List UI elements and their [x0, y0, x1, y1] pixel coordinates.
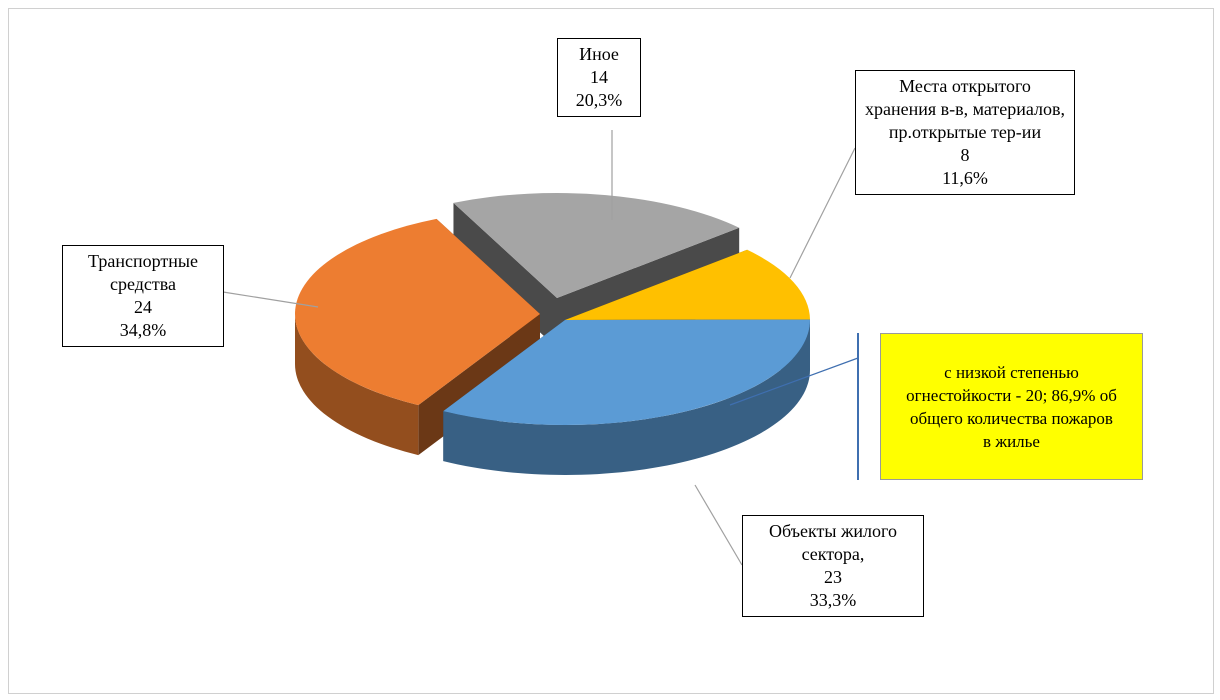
annotation: с низкой степенью огнестойкости - 20; 86…	[880, 333, 1143, 480]
label-value: 24	[134, 297, 152, 317]
slice-wall	[295, 314, 419, 456]
label-value: 14	[590, 67, 608, 87]
slice	[443, 319, 810, 425]
label-name: Транспортные средства	[88, 251, 198, 294]
chart-frame	[8, 8, 1214, 694]
callout-line	[729, 357, 859, 406]
data-label: Иное 14 20,3%	[557, 38, 641, 117]
label-value: 8	[960, 145, 970, 165]
label-percent: 34,8%	[119, 320, 167, 340]
label-percent: 33,3%	[809, 590, 857, 610]
leader-line	[222, 291, 319, 308]
data-label: Места открытого хранения в-в, материалов…	[855, 70, 1075, 195]
leader-line	[694, 484, 743, 566]
label-percent: 20,3%	[575, 90, 623, 110]
slice-wall	[443, 320, 810, 475]
label-name: Иное	[579, 44, 619, 64]
label-value: 23	[824, 567, 842, 587]
slice	[565, 249, 810, 320]
data-label: Транспортные средства 24 34,8%	[62, 245, 224, 347]
leader-line	[789, 147, 856, 279]
label-name: Места открытого хранения в-в, материалов…	[864, 76, 1066, 142]
annotation-text: с низкой степенью огнестойкости - 20; 86…	[906, 362, 1117, 451]
slice	[453, 193, 740, 298]
slice	[294, 218, 540, 406]
data-label: Объекты жилого сектора, 23 33,3%	[742, 515, 924, 617]
label-name: Объекты жилого сектора,	[769, 521, 897, 564]
label-percent: 11,6%	[942, 168, 988, 188]
